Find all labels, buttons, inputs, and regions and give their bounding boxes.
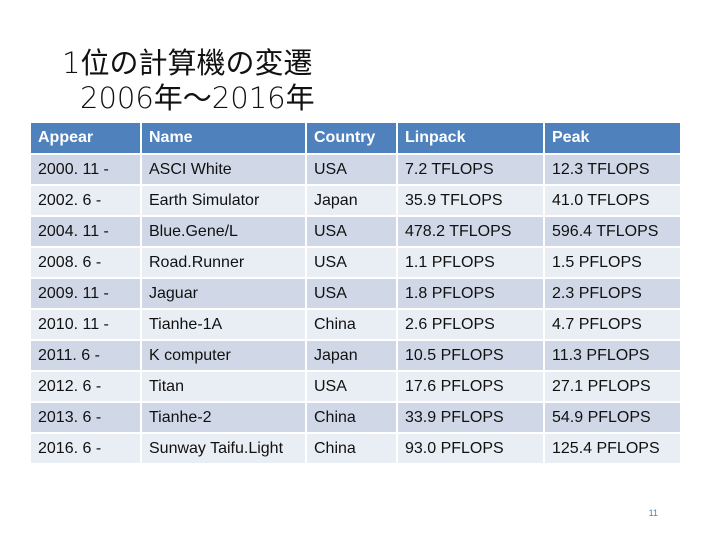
cell-peak: 596.4 TFLOPS <box>545 217 680 248</box>
cell-appear: 2011. 6 - <box>31 341 142 372</box>
cell-peak: 12.3 TFLOPS <box>545 155 680 186</box>
cell-peak: 41.0 TFLOPS <box>545 186 680 217</box>
cell-appear: 2013. 6 - <box>31 403 142 434</box>
cell-name: Tianhe-2 <box>142 403 307 434</box>
table-row: 2012. 6 - Titan USA 17.6 PFLOPS 27.1 PFL… <box>31 372 680 403</box>
cell-country: USA <box>307 217 398 248</box>
cell-appear: 2002. 6 - <box>31 186 142 217</box>
cell-country: USA <box>307 279 398 310</box>
table-row: 2013. 6 - Tianhe-2 China 33.9 PFLOPS 54.… <box>31 403 680 434</box>
cell-name: Road.Runner <box>142 248 307 279</box>
table-row: 2016. 6 - Sunway Taifu.Light China 93.0 … <box>31 434 680 465</box>
table-row: 2009. 11 - Jaguar USA 1.8 PFLOPS 2.3 PFL… <box>31 279 680 310</box>
table-header-row: Appear Name Country Linpack Peak <box>31 123 680 155</box>
cell-appear: 2009. 11 - <box>31 279 142 310</box>
cell-peak: 1.5 PFLOPS <box>545 248 680 279</box>
cell-country: USA <box>307 248 398 279</box>
table-row: 2002. 6 - Earth Simulator Japan 35.9 TFL… <box>31 186 680 217</box>
table-row: 2010. 11 - Tianhe-1A China 2.6 PFLOPS 4.… <box>31 310 680 341</box>
header-name: Name <box>142 123 307 155</box>
cell-peak: 4.7 PFLOPS <box>545 310 680 341</box>
cell-linpack: 93.0 PFLOPS <box>398 434 545 465</box>
cell-peak: 11.3 PFLOPS <box>545 341 680 372</box>
title-line-2: 2006年～2016年 <box>80 81 315 115</box>
page-number: 11 <box>648 508 658 518</box>
title-line-1: 1位の計算機の変遷 <box>62 46 313 80</box>
cell-name: Jaguar <box>142 279 307 310</box>
header-country: Country <box>307 123 398 155</box>
cell-linpack: 35.9 TFLOPS <box>398 186 545 217</box>
cell-name: Tianhe-1A <box>142 310 307 341</box>
cell-country: China <box>307 310 398 341</box>
cell-country: USA <box>307 372 398 403</box>
cell-name: K computer <box>142 341 307 372</box>
cell-linpack: 1.1 PFLOPS <box>398 248 545 279</box>
cell-country: USA <box>307 155 398 186</box>
header-peak: Peak <box>545 123 680 155</box>
cell-country: Japan <box>307 186 398 217</box>
table-row: 2008. 6 - Road.Runner USA 1.1 PFLOPS 1.5… <box>31 248 680 279</box>
cell-linpack: 1.8 PFLOPS <box>398 279 545 310</box>
table-row: 2011. 6 - K computer Japan 10.5 PFLOPS 1… <box>31 341 680 372</box>
cell-linpack: 33.9 PFLOPS <box>398 403 545 434</box>
cell-appear: 2000. 11 - <box>31 155 142 186</box>
cell-linpack: 2.6 PFLOPS <box>398 310 545 341</box>
cell-appear: 2004. 11 - <box>31 217 142 248</box>
cell-name: Earth Simulator <box>142 186 307 217</box>
cell-country: Japan <box>307 341 398 372</box>
cell-appear: 2016. 6 - <box>31 434 142 465</box>
cell-linpack: 17.6 PFLOPS <box>398 372 545 403</box>
cell-appear: 2010. 11 - <box>31 310 142 341</box>
cell-peak: 54.9 PFLOPS <box>545 403 680 434</box>
supercomputer-table: Appear Name Country Linpack Peak 2000. 1… <box>31 123 680 465</box>
table-row: 2000. 11 - ASCI White USA 7.2 TFLOPS 12.… <box>31 155 680 186</box>
cell-name: ASCI White <box>142 155 307 186</box>
cell-linpack: 10.5 PFLOPS <box>398 341 545 372</box>
cell-appear: 2008. 6 - <box>31 248 142 279</box>
cell-country: China <box>307 403 398 434</box>
cell-peak: 27.1 PFLOPS <box>545 372 680 403</box>
cell-name: Titan <box>142 372 307 403</box>
cell-name: Sunway Taifu.Light <box>142 434 307 465</box>
slide-title: 1位の計算機の変遷 2006年～2016年 <box>62 46 315 116</box>
cell-linpack: 478.2 TFLOPS <box>398 217 545 248</box>
header-linpack: Linpack <box>398 123 545 155</box>
cell-peak: 125.4 PFLOPS <box>545 434 680 465</box>
cell-linpack: 7.2 TFLOPS <box>398 155 545 186</box>
cell-country: China <box>307 434 398 465</box>
cell-appear: 2012. 6 - <box>31 372 142 403</box>
cell-peak: 2.3 PFLOPS <box>545 279 680 310</box>
cell-name: Blue.Gene/L <box>142 217 307 248</box>
table-row: 2004. 11 - Blue.Gene/L USA 478.2 TFLOPS … <box>31 217 680 248</box>
header-appear: Appear <box>31 123 142 155</box>
